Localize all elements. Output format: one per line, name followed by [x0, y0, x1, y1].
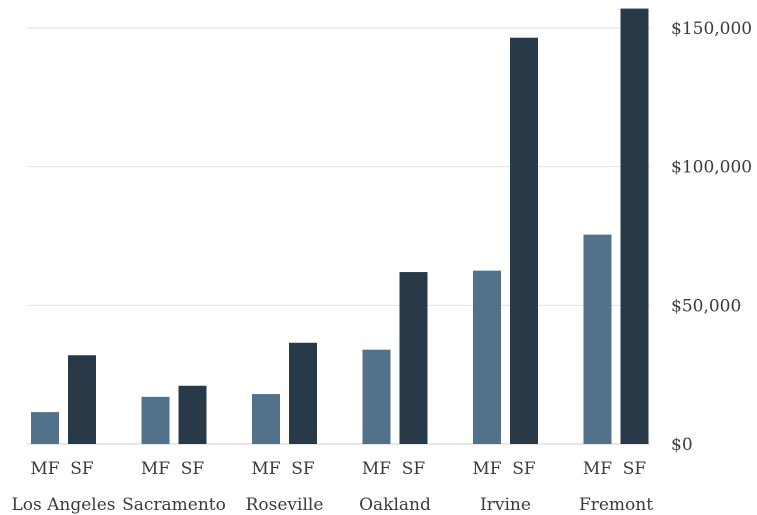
- y-tick-label: $100,000: [671, 158, 752, 178]
- bar-mf-los-angeles: [31, 412, 59, 444]
- bar-series-label: MF: [362, 459, 391, 479]
- bar-series-label: SF: [70, 459, 94, 479]
- bars: [31, 8, 649, 444]
- bar-series-label: MF: [583, 459, 612, 479]
- category-label: Roseville: [246, 495, 324, 515]
- bar-mf-roseville: [252, 394, 280, 444]
- bar-sf-sacramento: [178, 385, 207, 444]
- category-label: Irvine: [480, 495, 531, 515]
- y-axis-tick-labels: $0 $50,000 $100,000 $150,000: [671, 19, 752, 455]
- y-tick-label: $0: [671, 435, 693, 455]
- bar-sf-roseville: [289, 342, 317, 444]
- gridlines: [27, 27, 650, 445]
- bar-series-label: SF: [181, 459, 205, 479]
- bar-series-label: SF: [623, 459, 647, 479]
- category-label: Fremont: [579, 495, 653, 515]
- bar-sf-los-angeles: [68, 355, 96, 444]
- bar-series-label: MF: [30, 459, 59, 479]
- bar-sf-fremont: [620, 8, 649, 444]
- category-label: Oakland: [359, 495, 431, 515]
- bar-series-label: SF: [291, 459, 315, 479]
- bar-mf-oakland: [362, 349, 391, 444]
- bar-series-label: SF: [512, 459, 536, 479]
- bar-series-label: MF: [251, 459, 280, 479]
- y-tick-label: $50,000: [671, 296, 741, 316]
- bar-mf-sacramento: [141, 396, 170, 444]
- bar-series-label: MF: [472, 459, 501, 479]
- category-label: Los Angeles: [11, 495, 115, 515]
- bar-series-label: MF: [141, 459, 170, 479]
- y-tick-label: $150,000: [671, 19, 752, 39]
- bar-series-labels: MF SF MF SF MF SF MF SF MF SF MF SF: [30, 459, 646, 479]
- bar-sf-irvine: [510, 37, 538, 444]
- category-label: Sacramento: [122, 495, 226, 515]
- bar-mf-fremont: [583, 234, 612, 444]
- bar-series-label: SF: [402, 459, 426, 479]
- bar-sf-oakland: [399, 272, 428, 444]
- bar-mf-irvine: [473, 270, 501, 444]
- category-labels: Los Angeles Sacramento Roseville Oakland Irv…: [11, 495, 653, 515]
